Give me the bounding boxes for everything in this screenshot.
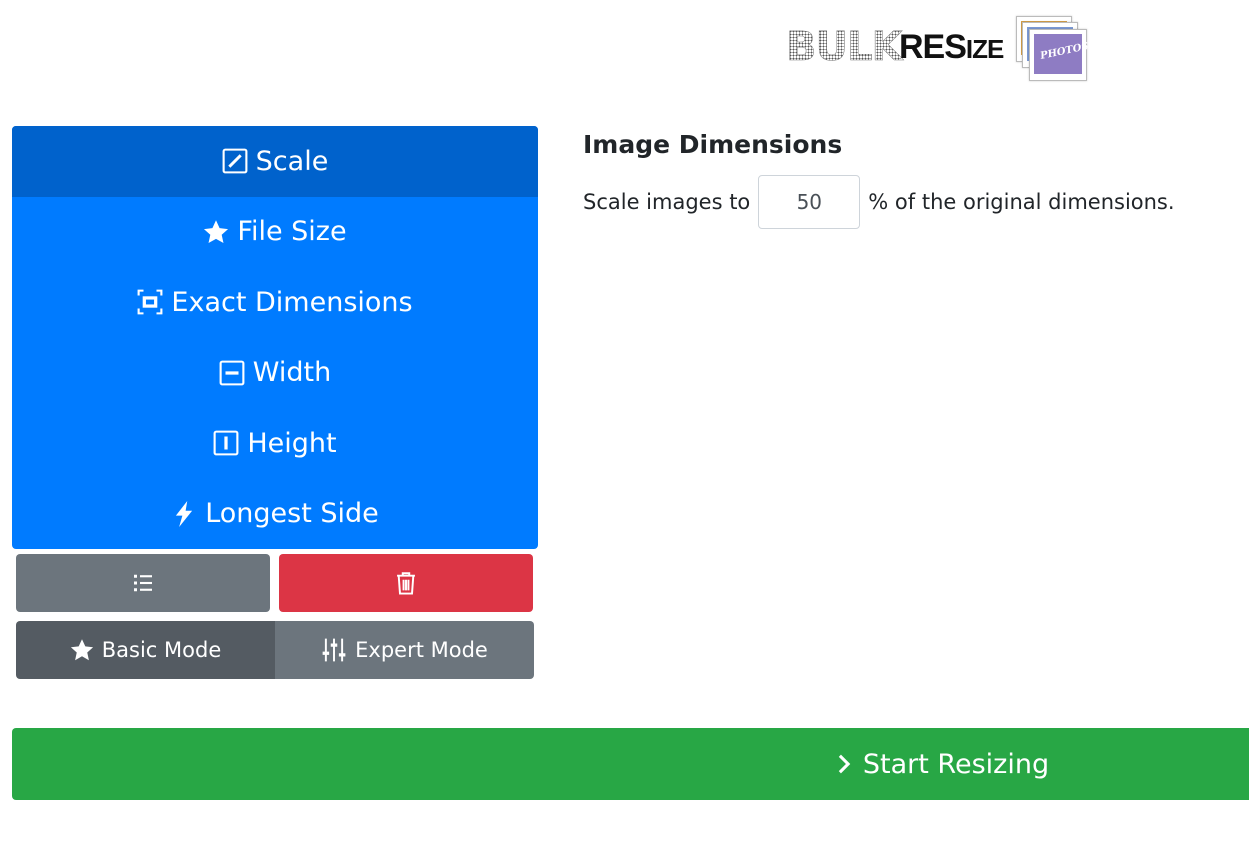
sliders-icon	[322, 638, 346, 662]
start-resizing-label: Start Resizing	[862, 748, 1050, 780]
menu-item-longest-side[interactable]: Longest Side	[12, 479, 538, 550]
page-title: Image Dimensions	[583, 130, 843, 159]
logo: BULK RESIZE PHOTOS	[786, 16, 1090, 82]
basic-mode-label: Basic Mode	[101, 638, 222, 662]
delete-button[interactable]	[279, 554, 533, 612]
menu-item-exact-dimensions[interactable]: Exact Dimensions	[12, 267, 538, 338]
menu-item-label: Height	[247, 427, 337, 459]
logo-photos-text: PHOTOS	[1039, 41, 1090, 62]
bounding-box-icon	[137, 289, 163, 315]
menu-item-label: File Size	[237, 216, 347, 248]
scale-percent-input[interactable]	[758, 175, 861, 229]
list-icon	[134, 574, 152, 592]
expert-mode-button[interactable]: Expert Mode	[275, 621, 534, 679]
start-resizing-button[interactable]: Start Resizing	[12, 728, 1249, 800]
menu-item-file-size[interactable]: File Size	[12, 197, 538, 268]
bar-square-icon	[213, 430, 239, 456]
list-button[interactable]	[16, 554, 270, 612]
menu-item-label: Width	[252, 357, 332, 389]
menu-item-width[interactable]: Width	[12, 338, 538, 409]
logo-resize-small: IZE	[965, 34, 1004, 64]
logo-resize-big: RES	[899, 28, 967, 66]
scale-row: Scale images to % of the original dimens…	[583, 175, 1175, 229]
resize-method-menu: Scale File Size Exact Dimensions Width H…	[12, 126, 538, 549]
star-icon	[204, 220, 229, 243]
trash-icon	[397, 572, 415, 595]
mode-toggle: Basic Mode Expert Mode	[16, 621, 534, 679]
menu-item-label: Exact Dimensions	[171, 286, 413, 318]
expert-mode-label: Expert Mode	[355, 638, 488, 662]
dash-square-icon	[219, 360, 245, 386]
scale-prefix: Scale images to	[583, 190, 751, 214]
star-icon	[70, 639, 93, 661]
pencil-square-icon	[222, 148, 248, 174]
menu-item-label: Scale	[255, 145, 329, 177]
logo-frame: PHOTOS	[1029, 29, 1090, 81]
basic-mode-button[interactable]: Basic Mode	[16, 621, 275, 679]
scale-suffix: % of the original dimensions.	[868, 190, 1175, 214]
logo-resize: RESIZE	[899, 28, 1004, 67]
logo-bulk: BULK	[786, 24, 903, 71]
menu-item-height[interactable]: Height	[12, 408, 538, 479]
menu-item-label: Longest Side	[205, 498, 379, 530]
menu-item-scale[interactable]: Scale	[12, 126, 538, 197]
lightning-icon	[176, 500, 193, 527]
chevron-right-icon	[838, 754, 851, 774]
